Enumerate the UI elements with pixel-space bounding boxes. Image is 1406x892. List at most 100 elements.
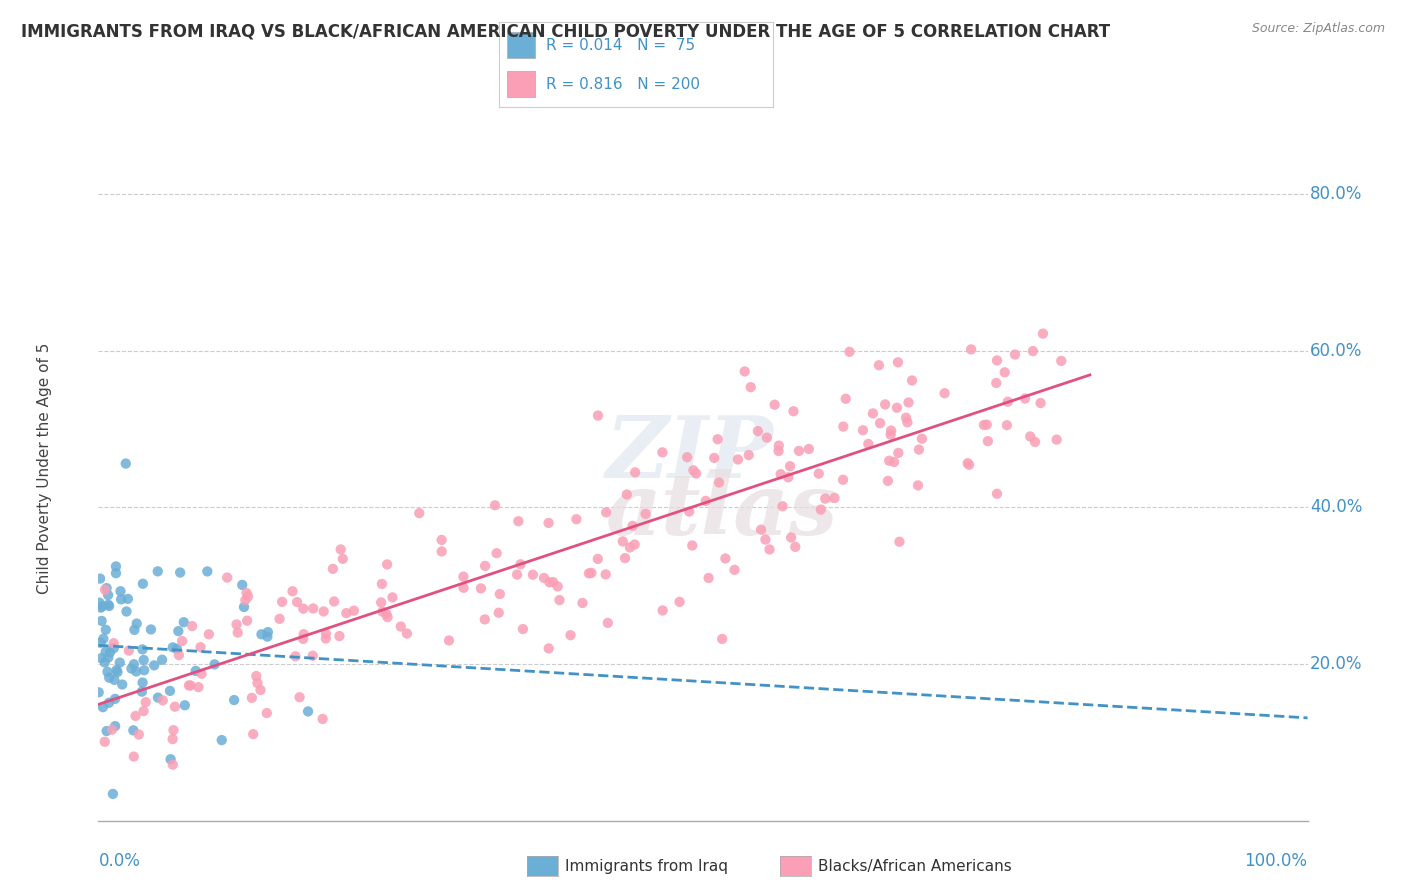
Point	[976, 417, 998, 432]
Point	[87, 685, 110, 699]
Point	[485, 546, 508, 560]
Point	[581, 566, 603, 580]
Point	[1022, 344, 1045, 359]
Point	[122, 657, 145, 672]
Point	[233, 593, 256, 607]
Point	[695, 494, 717, 508]
Point	[90, 600, 112, 615]
Point	[159, 684, 181, 698]
Point	[832, 419, 855, 434]
Point	[97, 588, 120, 602]
Point	[714, 551, 737, 566]
Point	[624, 466, 647, 480]
Point	[616, 487, 638, 501]
Point	[89, 596, 111, 610]
Point	[381, 591, 404, 605]
Point	[124, 623, 146, 637]
Text: Child Poverty Under the Age of 5: Child Poverty Under the Age of 5	[37, 343, 52, 594]
Point	[889, 534, 911, 549]
Point	[128, 727, 150, 741]
Point	[738, 448, 761, 462]
Point	[172, 634, 194, 648]
Point	[453, 581, 475, 595]
Point	[706, 432, 728, 446]
Point	[329, 542, 352, 557]
Point	[131, 684, 153, 698]
Point	[121, 661, 143, 675]
Point	[578, 566, 600, 581]
Point	[430, 544, 453, 558]
Point	[89, 572, 111, 586]
Point	[586, 409, 609, 423]
Point	[94, 735, 117, 749]
Point	[150, 653, 173, 667]
Point	[297, 705, 319, 719]
Point	[377, 610, 399, 624]
Point	[772, 500, 794, 514]
Point	[508, 514, 530, 528]
Point	[740, 380, 762, 394]
Point	[134, 663, 156, 677]
Point	[614, 551, 637, 566]
Point	[312, 604, 335, 618]
Point	[302, 601, 325, 615]
Point	[222, 693, 245, 707]
Point	[877, 474, 900, 488]
Point	[370, 595, 392, 609]
Point	[173, 615, 195, 630]
Point	[668, 595, 690, 609]
Point	[596, 615, 619, 630]
Point	[146, 565, 169, 579]
Point	[747, 424, 769, 438]
Point	[103, 673, 125, 687]
Point	[484, 498, 506, 512]
Point	[896, 415, 918, 429]
Point	[132, 576, 155, 591]
Point	[292, 601, 315, 615]
Point	[541, 575, 564, 590]
Point	[98, 599, 121, 613]
Point	[911, 432, 934, 446]
Point	[96, 665, 118, 679]
Point	[595, 505, 617, 519]
Point	[269, 612, 291, 626]
Point	[240, 690, 263, 705]
Point	[225, 617, 247, 632]
Point	[311, 712, 333, 726]
Point	[97, 650, 120, 665]
Text: ZIP: ZIP	[606, 412, 775, 496]
Point	[98, 696, 121, 710]
Point	[245, 669, 267, 683]
Text: atlas: atlas	[606, 469, 839, 552]
Point	[110, 584, 132, 599]
Point	[104, 566, 127, 581]
Point	[755, 431, 778, 445]
Point	[117, 591, 139, 606]
Point	[437, 633, 460, 648]
Point	[90, 614, 112, 628]
Point	[187, 680, 209, 694]
Point	[838, 344, 860, 359]
Point	[886, 401, 908, 415]
Point	[184, 664, 207, 678]
Point	[977, 434, 1000, 449]
Point	[488, 606, 510, 620]
Point	[1004, 347, 1026, 361]
Point	[763, 398, 786, 412]
Point	[512, 622, 534, 636]
Point	[754, 533, 776, 547]
Point	[1019, 429, 1042, 443]
Point	[586, 552, 609, 566]
Point	[167, 624, 190, 639]
Point	[782, 404, 804, 418]
Point	[571, 596, 593, 610]
Point	[986, 487, 1008, 501]
Point	[132, 704, 155, 718]
Point	[986, 353, 1008, 368]
Point	[328, 629, 350, 643]
Point	[335, 606, 357, 620]
Point	[132, 653, 155, 667]
Point	[537, 641, 560, 656]
Point	[814, 491, 837, 506]
Bar	[508, 71, 534, 97]
